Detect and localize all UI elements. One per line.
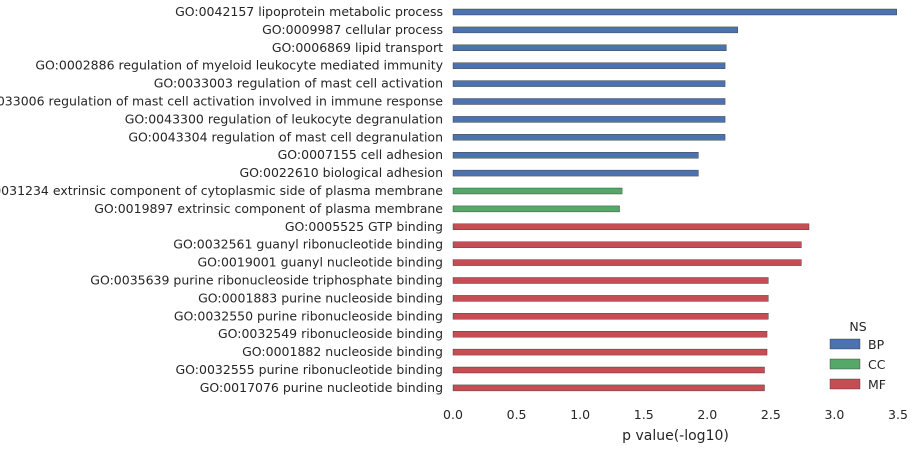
bar-22	[452, 384, 765, 392]
category-label: GO:0017076 purine nucleotide binding	[200, 380, 443, 395]
legend-label-bp: BP	[868, 337, 885, 352]
category-label: GO:0001883 purine nucleoside binding	[198, 290, 443, 305]
bar-4	[452, 62, 726, 69]
category-label: GO:0043304 regulation of mast cell degra…	[128, 129, 443, 144]
x-axis-title: p value(-log10)	[622, 428, 729, 444]
category-label: GO:0033006 regulation of mast cell activ…	[0, 94, 443, 109]
bar-20	[452, 348, 768, 356]
bar-17	[452, 295, 769, 302]
bar-7	[452, 116, 726, 123]
category-labels: GO:0042157 lipoprotein metabolic process…	[0, 4, 444, 395]
legend-swatch-cc	[829, 358, 861, 370]
legend: NS BP CC MF	[829, 319, 886, 392]
legend-label-cc: CC	[868, 357, 886, 372]
x-tick-label: 2.0	[697, 407, 717, 422]
bar-6	[452, 98, 726, 105]
bar-15	[452, 259, 802, 266]
category-label: GO:0042157 lipoprotein metabolic process	[175, 4, 443, 19]
category-label: GO:0033003 regulation of mast cell activ…	[154, 76, 443, 91]
bar-8	[452, 134, 726, 141]
category-label: GO:0032550 purine ribonucleoside binding	[174, 308, 443, 323]
legend-title: NS	[849, 319, 866, 334]
x-tick-label: 1.0	[570, 407, 590, 422]
legend-label-mf: MF	[868, 377, 886, 392]
bar-12	[452, 205, 620, 213]
bar-9	[452, 151, 699, 159]
bars-group	[452, 8, 897, 392]
category-label: GO:0043300 regulation of leukocyte degra…	[125, 111, 443, 126]
bar-5	[452, 80, 726, 87]
legend-swatch-bp	[829, 338, 861, 350]
category-label: GO:0035639 purine ribonucleoside triphos…	[90, 273, 443, 288]
x-tick-label: 2.5	[761, 407, 781, 422]
category-label: GO:0002886 regulation of myeloid leukocy…	[35, 58, 443, 73]
category-label: GO:0032561 guanyl ribonucleotide binding	[173, 237, 443, 252]
x-tick-label: 1.5	[634, 407, 654, 422]
bar-3	[452, 44, 727, 51]
bar-19	[452, 331, 768, 338]
bar-11	[452, 187, 623, 195]
x-tick-label: 3.5	[888, 407, 908, 422]
bar-1	[452, 8, 897, 16]
category-label: GO:0019897 extrinsic component of plasma…	[94, 201, 443, 216]
category-label: GO:0022610 biological adhesion	[240, 165, 444, 180]
category-label: GO:0009987 cellular process	[262, 22, 443, 37]
bar-14	[452, 241, 802, 248]
legend-swatch-mf	[829, 378, 861, 390]
category-label: GO:0019001 guanyl nucleotide binding	[197, 255, 443, 270]
bar-13	[452, 223, 810, 231]
category-label: GO:0032549 ribonucleoside binding	[218, 326, 443, 341]
category-label: GO:0031234 extrinsic component of cytopl…	[0, 183, 443, 198]
category-label: GO:0007155 cell adhesion	[278, 147, 443, 162]
x-tick-label: 0.0	[443, 407, 463, 422]
category-label: GO:0005525 GTP binding	[285, 219, 443, 234]
x-tick-label: 3.0	[824, 407, 844, 422]
category-label: GO:0001882 nucleoside binding	[242, 344, 443, 359]
x-tick-label: 0.5	[507, 407, 527, 422]
category-label: GO:0032555 purine ribonucleotide binding	[175, 362, 443, 377]
x-axis-ticks: 0.0 0.5 1.0 1.5 2.0 2.5 3.0 3.5	[443, 407, 908, 422]
bar-18	[452, 313, 769, 320]
bar-10	[452, 169, 699, 177]
category-label: GO:0006869 lipid transport	[272, 40, 443, 55]
bar-21	[452, 366, 765, 374]
bar-16	[452, 277, 769, 284]
bar-2	[452, 26, 738, 34]
